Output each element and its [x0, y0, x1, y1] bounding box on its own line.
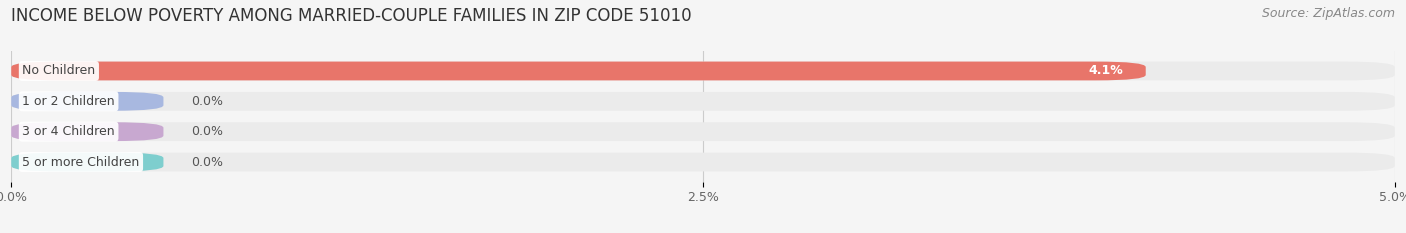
FancyBboxPatch shape	[11, 122, 1395, 141]
FancyBboxPatch shape	[11, 153, 1395, 171]
FancyBboxPatch shape	[11, 92, 1395, 111]
Text: 0.0%: 0.0%	[191, 155, 224, 168]
FancyBboxPatch shape	[11, 153, 163, 171]
Text: 4.1%: 4.1%	[1088, 65, 1123, 78]
FancyBboxPatch shape	[11, 122, 163, 141]
Text: Source: ZipAtlas.com: Source: ZipAtlas.com	[1261, 7, 1395, 20]
Text: 5 or more Children: 5 or more Children	[22, 155, 139, 168]
FancyBboxPatch shape	[11, 62, 1395, 80]
FancyBboxPatch shape	[11, 92, 163, 111]
Text: INCOME BELOW POVERTY AMONG MARRIED-COUPLE FAMILIES IN ZIP CODE 51010: INCOME BELOW POVERTY AMONG MARRIED-COUPL…	[11, 7, 692, 25]
Text: 0.0%: 0.0%	[191, 95, 224, 108]
Text: 1 or 2 Children: 1 or 2 Children	[22, 95, 115, 108]
Text: No Children: No Children	[22, 65, 96, 78]
Text: 3 or 4 Children: 3 or 4 Children	[22, 125, 115, 138]
Text: 0.0%: 0.0%	[191, 125, 224, 138]
FancyBboxPatch shape	[11, 62, 1146, 80]
